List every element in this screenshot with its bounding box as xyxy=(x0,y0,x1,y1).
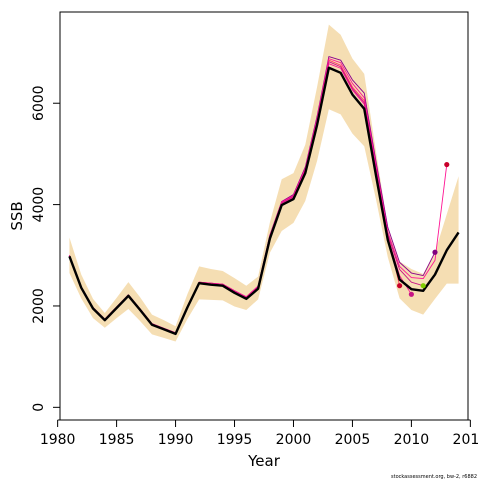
x-tick-label-2010: 2010 xyxy=(394,432,430,448)
source-note: stockassessment.org, bw-2, r6882 xyxy=(391,474,477,480)
series-layer xyxy=(68,56,460,336)
end-point-2010 xyxy=(408,291,414,297)
y-axis: 0 2000 4000 6000 xyxy=(31,85,61,412)
confidence-band-layer xyxy=(69,24,459,342)
y-tick-label-0: 0 xyxy=(31,403,47,412)
plot-frame xyxy=(59,11,469,421)
y-tick-label-2000: 2000 xyxy=(31,288,47,324)
end-point-2009 xyxy=(397,283,403,289)
x-tick-label-2000: 2000 xyxy=(276,432,312,448)
y-tick-label-4000: 4000 xyxy=(31,187,47,223)
end-point-2012 xyxy=(432,249,438,255)
y-axis-title: SSB xyxy=(8,201,26,230)
x-tick-label-1995: 1995 xyxy=(217,432,253,448)
series-line-main xyxy=(68,66,460,336)
x-tick-label-2015: 2015 xyxy=(453,432,480,448)
y-tick-label-6000: 6000 xyxy=(31,85,47,121)
x-tick-label-1990: 1990 xyxy=(158,432,194,448)
x-axis-title: Year xyxy=(247,452,281,470)
confidence-band xyxy=(69,24,459,342)
x-axis: 1980 1985 1990 1995 2000 2005 2010 2015 xyxy=(40,419,480,448)
end-point-2011 xyxy=(420,283,426,289)
x-tick-label-1980: 1980 xyxy=(40,432,76,448)
end-points-layer xyxy=(397,161,450,297)
end-point-2013 xyxy=(444,161,450,168)
x-tick-label-2005: 2005 xyxy=(335,432,371,448)
x-tick-label-1985: 1985 xyxy=(99,432,135,448)
